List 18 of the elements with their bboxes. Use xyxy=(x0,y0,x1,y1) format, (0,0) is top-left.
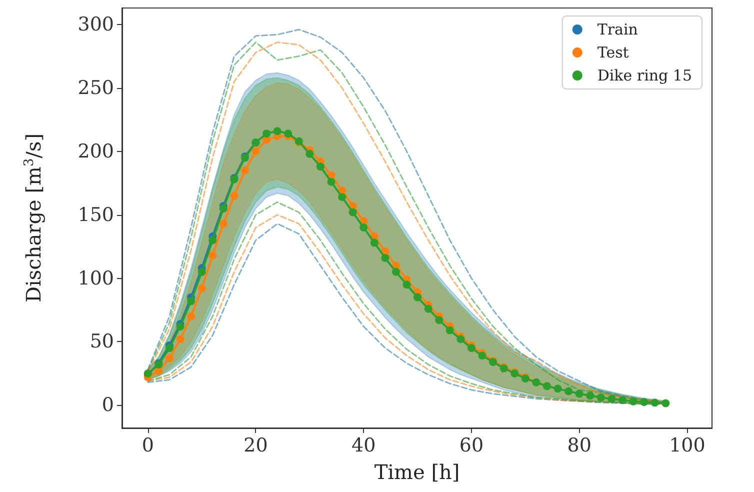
legend-label: Dike ring 15 xyxy=(597,66,692,84)
y-tick-label: 250 xyxy=(78,76,114,99)
y-tick-label: 100 xyxy=(78,267,114,290)
x-axis-title: Time [h] xyxy=(374,460,460,484)
y-tick-label: 0 xyxy=(102,394,114,416)
y-tick-label: 300 xyxy=(78,13,114,36)
x-tick-label: 80 xyxy=(567,434,592,456)
y-tick-label: 150 xyxy=(78,204,114,226)
y-axis-title: Discharge [m3/s] xyxy=(22,133,46,303)
x-tick-label: 40 xyxy=(352,434,376,456)
y-tick-label: 50 xyxy=(90,330,114,353)
y-tick-label: 200 xyxy=(78,140,114,162)
x-tick-label: 0 xyxy=(142,434,154,456)
legend-label: Test xyxy=(597,44,629,62)
x-tick-label: 20 xyxy=(244,434,268,456)
x-tick-label: 100 xyxy=(669,434,706,456)
x-tick-label: 60 xyxy=(459,434,484,456)
legend-label: Train xyxy=(597,20,638,38)
